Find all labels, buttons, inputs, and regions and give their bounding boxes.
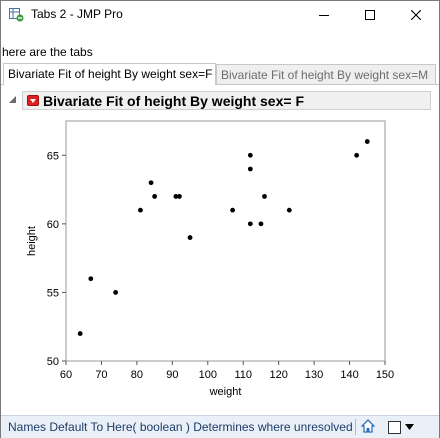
data-point (187, 235, 193, 240)
data-point (262, 194, 267, 199)
x-tick-label: 140 (340, 369, 358, 381)
y-tick-label: 60 (47, 219, 59, 231)
disclosure-triangle-icon[interactable] (8, 95, 17, 104)
tab-caption-text: here are the tabs (2, 45, 93, 59)
data-point (113, 290, 119, 295)
dropdown-arrow-icon[interactable] (405, 424, 414, 430)
tab-strip: Bivariate Fit of height By weight sex=F … (1, 62, 439, 85)
scatter-plot: 60 70 80 90 100 110 120 130 140 150 50 55 60 65 weight… (26, 120, 394, 398)
y-axis-label: height (26, 226, 38, 256)
x-tick-label: 150 (376, 369, 394, 381)
outline-node: Bivariate Fit of height By weight sex= F (6, 91, 431, 110)
jmp-app-icon (9, 8, 24, 22)
x-tick-label: 110 (234, 369, 252, 381)
x-tick-label: 120 (269, 369, 287, 381)
data-point (173, 194, 179, 199)
title-bar[interactable]: Tabs 2 - JMP Pro (1, 1, 439, 29)
data-point (258, 221, 264, 227)
data-point (230, 207, 235, 213)
red-triangle-menu-icon[interactable] (27, 95, 39, 106)
data-point (364, 139, 370, 144)
x-tick-label: 100 (199, 369, 217, 381)
data-point (88, 276, 94, 282)
maximize-button[interactable] (347, 1, 393, 29)
tab-sex-m[interactable]: Bivariate Fit of height By weight sex=M (216, 64, 436, 84)
data-point (177, 194, 182, 199)
checkbox[interactable] (388, 421, 401, 434)
status-bar: Names Default To Here( boolean ) Determi… (1, 415, 439, 438)
data-point (247, 152, 253, 158)
window-title: Tabs 2 - JMP Pro (31, 7, 123, 21)
data-point (152, 194, 158, 199)
x-tick-label: 130 (305, 369, 323, 381)
tab-sex-f[interactable]: Bivariate Fit of height By weight sex=F (3, 63, 216, 85)
x-tick-label: 80 (131, 369, 143, 381)
data-point (247, 221, 253, 227)
status-separator (355, 419, 356, 435)
x-tick-label: 90 (166, 369, 178, 381)
y-tick-label: 50 (47, 356, 59, 368)
data-point (77, 331, 83, 336)
data-point (138, 207, 143, 213)
y-tick-label: 55 (47, 287, 59, 299)
plot-frame (65, 120, 386, 362)
x-tick-label: 60 (60, 369, 72, 381)
data-point (354, 152, 360, 158)
outline-header[interactable]: Bivariate Fit of height By weight sex= F (22, 91, 431, 110)
data-point (148, 180, 154, 186)
status-text: Names Default To Here( boolean ) Determi… (8, 420, 353, 434)
outline-title: Bivariate Fit of height By weight sex= F (43, 93, 304, 109)
close-icon (411, 10, 421, 20)
x-tick-label: 70 (95, 369, 107, 381)
maximize-icon (365, 10, 375, 20)
home-icon[interactable] (361, 419, 375, 433)
close-button[interactable] (393, 1, 439, 29)
y-tick-label: 65 (47, 150, 59, 162)
data-point (247, 166, 253, 172)
minimize-button[interactable] (301, 1, 347, 29)
x-axis-label: weight (209, 386, 242, 398)
minimize-icon (319, 15, 329, 16)
data-point (286, 207, 292, 213)
